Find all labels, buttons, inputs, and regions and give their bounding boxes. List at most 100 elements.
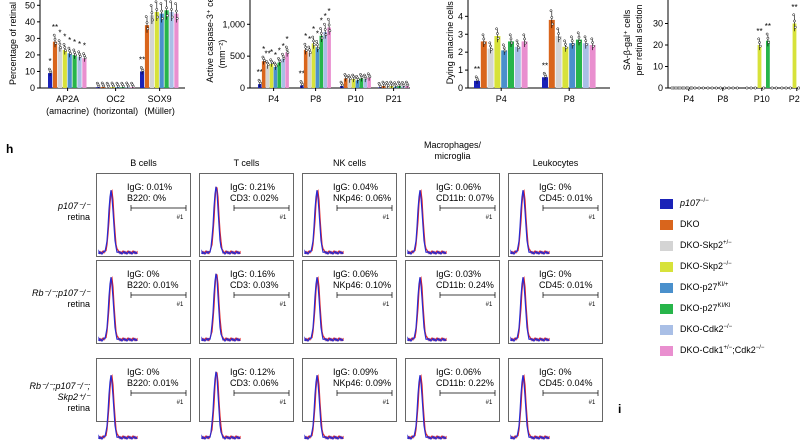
data-point [496,28,498,30]
igg-value: IgG: 0.03% [436,269,481,280]
gate-label: #1 [177,302,184,308]
significance-star: * [316,29,319,38]
data-point [732,87,734,89]
bar [150,15,154,88]
row-label-line: Rb⁻/⁻;p107⁻/⁻ [20,288,90,299]
column-title-line: T cells [199,158,294,169]
panel-letter-h: h [6,142,13,156]
data-point [122,85,124,87]
data-point [558,37,560,39]
y-tick-label: 0 [240,83,245,93]
data-point [325,34,327,36]
bar [169,12,173,88]
significance-star: ** [139,55,145,64]
legend-swatch [660,346,673,356]
data-point [69,52,71,54]
y-tick-label: 0 [458,83,463,93]
data-point [766,33,768,35]
y-axis-label-2: per retinal section [634,4,644,75]
x-tick-label: P8 [717,94,728,104]
data-point [524,38,526,40]
data-point [571,40,573,42]
data-point [793,20,795,22]
significance-star: * [150,0,153,2]
data-point [785,87,787,89]
marker-value: B220: 0.01% [127,378,179,389]
data-point [98,85,100,87]
column-title: T cells [199,158,294,169]
bar [320,36,324,88]
y-axis-label: Percentage of retinal c [8,0,18,85]
data-point [69,50,71,52]
bar [285,52,289,88]
significance-star: * [63,32,66,41]
legend-swatch [660,241,673,251]
igg-value: IgG: 0.01% [127,182,172,193]
data-point [78,53,80,55]
data-point [490,48,492,50]
data-point [74,51,76,53]
significance-star: ** [52,23,58,32]
data-point [161,10,163,12]
significance-star: ** [474,65,480,74]
legend-label: DKO [680,219,700,229]
data-point [142,69,144,71]
marker-value: CD45: 0.01% [539,193,593,204]
x-tick-label: P4 [268,94,279,104]
data-point [675,87,677,89]
data-point [759,45,761,47]
gate-label: #1 [280,302,287,308]
bar [515,47,521,88]
significance-star: * [308,35,311,44]
column-title-line: microglia [405,151,500,162]
data-point [152,19,154,21]
data-point [53,34,55,36]
gate-label: #1 [280,215,287,221]
bar [556,36,562,88]
data-point [175,10,177,12]
significance-star: * [83,42,86,51]
igg-value: IgG: 0.06% [436,182,481,193]
bar [508,41,514,88]
data-point [285,46,287,48]
igg-value: IgG: 0% [127,367,160,378]
x-tick-label: OC2 [106,94,125,104]
bar [562,47,568,88]
x-tick-label: P21 [789,94,800,104]
igg-value: IgG: 0% [127,269,160,280]
data-point [84,57,86,59]
data-point [342,84,344,86]
significance-star: ** [756,27,762,36]
bar [590,45,596,88]
bar [82,58,86,88]
data-point [321,37,323,39]
data-point [545,75,547,77]
data-point [578,36,580,38]
data-point [552,23,554,25]
significance-star: * [312,25,315,34]
gate-label: #1 [589,400,596,406]
data-point [585,40,587,42]
row-label-line: p107⁻/⁻ [20,201,90,212]
data-point [489,42,491,44]
bar [274,67,278,88]
data-point [490,45,492,47]
data-point [161,17,163,19]
row-label-line: retina [20,212,90,223]
significance-star: * [320,16,323,25]
bar [53,42,57,88]
data-point [68,47,70,49]
marker-value: NKp46: 0.10% [333,280,391,291]
significance-star: * [49,57,52,66]
data-point [365,77,367,79]
igg-value: IgG: 0.09% [333,367,378,378]
data-point [345,76,347,78]
data-point [736,87,738,89]
significance-star: * [68,36,71,45]
data-point [511,42,513,44]
data-point [768,41,770,43]
